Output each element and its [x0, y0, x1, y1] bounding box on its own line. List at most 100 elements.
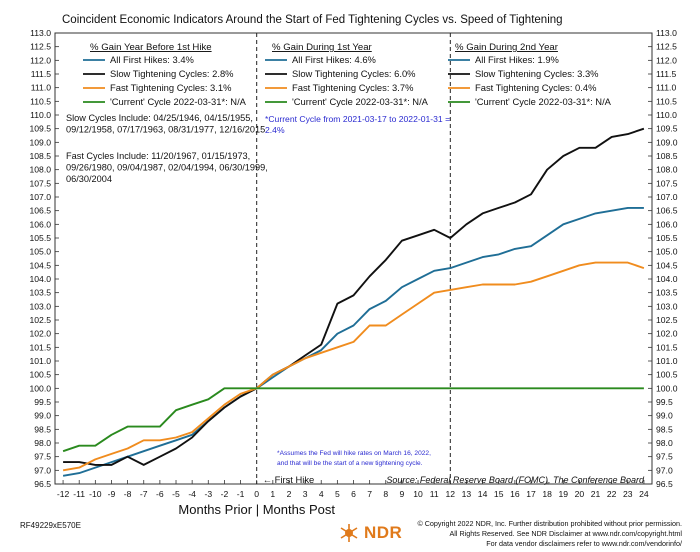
annotation-assumption: *Assumes the Fed will hike rates on Marc…: [277, 450, 431, 457]
y-tick-label-right: 108.0: [656, 165, 678, 175]
x-tick-label: 14: [478, 489, 488, 499]
y-tick-label-right: 110.5: [656, 96, 677, 106]
annotation-fast-cycles: Fast Cycles Include: 11/20/1967, 01/15/1…: [66, 151, 250, 161]
y-tick-label-left: 110.5: [30, 96, 51, 106]
x-tick-label: -5: [172, 489, 180, 499]
annotation-slow-cycles: Slow Cycles Include: 04/25/1946, 04/15/1…: [66, 113, 253, 123]
y-tick-label-left: 113.0: [30, 28, 51, 38]
y-tick-label-right: 102.0: [656, 329, 678, 339]
y-tick-label-left: 97.0: [34, 465, 51, 475]
y-tick-label-left: 105.0: [29, 247, 51, 257]
y-tick-label-left: 101.0: [29, 356, 51, 366]
x-tick-label: 6: [351, 489, 356, 499]
x-tick-label: -1: [237, 489, 245, 499]
y-tick-label-right: 111.5: [656, 69, 676, 79]
y-tick-label-left: 101.5: [29, 342, 51, 352]
y-tick-label-right: 97.0: [656, 465, 673, 475]
y-tick-label-left: 102.0: [29, 329, 51, 339]
x-tick-label: 24: [639, 489, 649, 499]
y-tick-label-left: 110.0: [30, 110, 51, 120]
x-tick-label: -2: [221, 489, 229, 499]
y-tick-label-right: 107.0: [656, 192, 678, 202]
x-tick-label: 12: [446, 489, 456, 499]
ndr-logo-text: NDR: [364, 523, 403, 542]
y-tick-label-left: 108.5: [29, 151, 51, 161]
x-tick-label: -8: [124, 489, 132, 499]
y-tick-label-right: 112.5: [656, 42, 677, 52]
y-tick-label-right: 104.0: [656, 274, 678, 284]
first-hike-label: ← First Hike: [263, 474, 315, 485]
x-tick-label: 0: [254, 489, 259, 499]
y-tick-label-right: 112.0: [656, 55, 677, 65]
y-tick-label-left: 100.0: [29, 383, 51, 393]
legend-entry: 'Current' Cycle 2022-03-31*: N/A: [292, 96, 429, 107]
legend-entry: Fast Tightening Cycles: 3.7%: [292, 82, 413, 93]
x-tick-label: 10: [413, 489, 423, 499]
y-tick-label-right: 101.5: [656, 342, 678, 352]
legend-entry: Fast Tightening Cycles: 3.1%: [110, 82, 231, 93]
y-tick-label-left: 103.0: [29, 301, 51, 311]
source-label: Source: Federal Reserve Board (FOMC), Th…: [386, 475, 645, 485]
chart-code: RF49229xE570E: [20, 521, 81, 530]
legend-entry: 'Current' Cycle 2022-03-31*: N/A: [110, 96, 247, 107]
legend-heading: % Gain Year Before 1st Hike: [90, 42, 212, 53]
legend-entry: All First Hikes: 1.9%: [475, 54, 559, 65]
x-tick-label: 3: [303, 489, 308, 499]
y-tick-label-left: 102.5: [29, 315, 51, 325]
series-line: [62, 261, 645, 472]
annotation-fast-cycles: 09/26/1980, 09/04/1987, 02/04/1994, 06/3…: [66, 163, 268, 173]
y-tick-label-left: 111.5: [31, 69, 51, 79]
x-tick-label: -9: [108, 489, 116, 499]
y-tick-label-left: 103.5: [29, 288, 51, 298]
y-tick-label-left: 107.5: [29, 178, 51, 188]
series-line: [63, 127, 645, 466]
y-tick-label-left: 99.0: [34, 411, 51, 421]
x-tick-label: 8: [383, 489, 388, 499]
legend-entry: All First Hikes: 3.4%: [110, 54, 194, 65]
copyright-line-1: © Copyright 2022 NDR, Inc. Further distr…: [417, 519, 682, 528]
y-tick-label-right: 100.0: [656, 383, 678, 393]
y-tick-label-left: 109.5: [29, 124, 51, 134]
legend-entry: Slow Tightening Cycles: 2.8%: [110, 68, 234, 79]
x-tick-label: 19: [558, 489, 568, 499]
x-tick-label: 11: [430, 489, 439, 499]
copyright-line-3[interactable]: For data vendor disclaimers refer to www…: [486, 539, 682, 548]
x-tick-label: -11: [73, 489, 85, 499]
copyright-notice: © Copyright 2022 NDR, Inc. Further distr…: [352, 519, 682, 549]
legend-entry: All First Hikes: 4.6%: [292, 54, 376, 65]
y-tick-label-left: 96.5: [34, 479, 51, 489]
ndr-logo-icon: [340, 524, 358, 542]
y-tick-label-left: 106.0: [29, 219, 51, 229]
y-tick-label-right: 104.5: [656, 260, 678, 270]
legend-heading: % Gain During 1st Year: [272, 42, 373, 53]
x-tick-label: -10: [89, 489, 102, 499]
y-tick-label-left: 104.0: [29, 274, 51, 284]
y-tick-label-right: 110.0: [656, 110, 677, 120]
x-tick-label: 18: [542, 489, 552, 499]
y-tick-label-left: 104.5: [29, 260, 51, 270]
legend-entry: Slow Tightening Cycles: 3.3%: [475, 68, 599, 79]
y-tick-label-left: 97.5: [34, 452, 51, 462]
y-tick-label-right: 97.5: [656, 452, 673, 462]
y-tick-label-right: 111.0: [656, 83, 676, 93]
y-tick-label-right: 109.5: [656, 124, 678, 134]
x-tick-label: 13: [462, 489, 472, 499]
y-tick-label-right: 102.5: [656, 315, 678, 325]
copyright-line-2[interactable]: All Rights Reserved. See NDR Disclaimer …: [449, 529, 682, 538]
y-tick-label-right: 106.5: [656, 206, 678, 216]
annotation-current-cycle: *Current Cycle from 2021-03-17 to 2022-0…: [265, 114, 450, 124]
annotation-assumption: and that will be the start of a new tigh…: [277, 460, 423, 467]
y-tick-label-left: 100.5: [29, 370, 51, 380]
y-tick-label-right: 99.0: [656, 411, 673, 421]
x-tick-label: -4: [188, 489, 196, 499]
x-tick-label: 2: [287, 489, 292, 499]
x-axis-label: Months Prior | Months Post: [178, 502, 335, 517]
y-tick-label-left: 111.0: [31, 83, 51, 93]
x-tick-label: 16: [510, 489, 520, 499]
y-tick-label-left: 112.0: [30, 55, 51, 65]
x-tick-label: 4: [319, 489, 324, 499]
y-tick-label-right: 113.0: [656, 28, 677, 38]
y-tick-label-right: 108.5: [656, 151, 678, 161]
y-tick-label-right: 99.5: [656, 397, 673, 407]
